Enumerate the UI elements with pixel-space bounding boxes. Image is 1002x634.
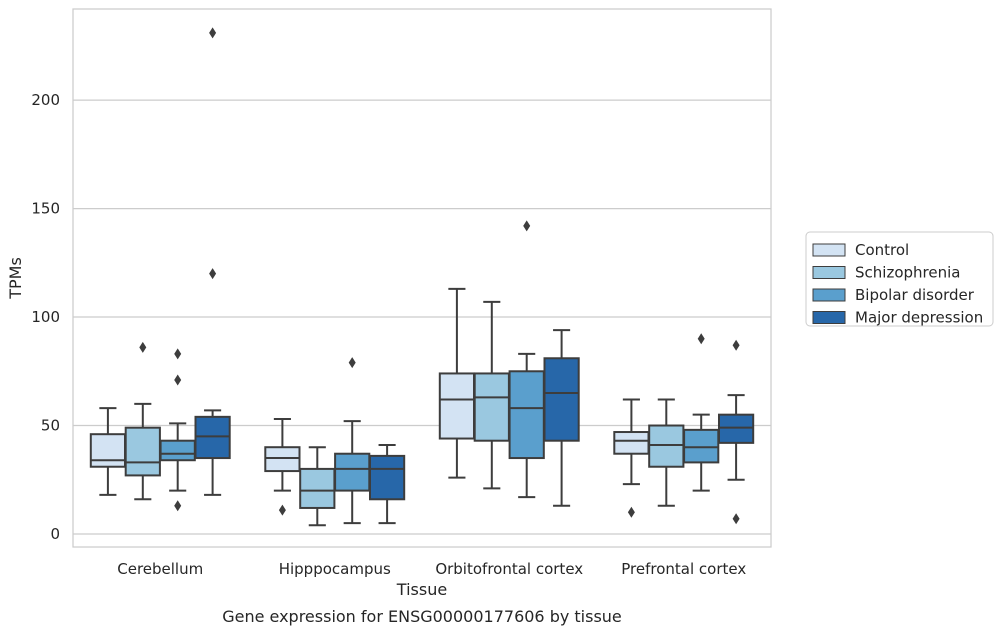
outlier-point [732, 339, 740, 351]
box-control [264, 418, 301, 516]
box-iqr [159, 439, 196, 462]
box-control [438, 287, 476, 479]
box-schizophrenia [473, 300, 510, 490]
y-tick-labels: 0 50 100 150 200 [31, 91, 60, 543]
box-schizophrenia [648, 398, 685, 507]
outlier-point [278, 504, 286, 516]
x-tick-label: Prefrontal cortex [621, 560, 746, 578]
legend-swatch [812, 266, 846, 279]
box-iqr [543, 357, 580, 442]
box-iqr [473, 372, 510, 442]
box-iqr [89, 433, 127, 468]
y-tick-label: 200 [31, 91, 60, 109]
x-tick-labels: Cerebellum Hipppocampus Orbitofrontal cort… [117, 560, 746, 578]
y-tick-label: 50 [41, 417, 60, 435]
chart-caption: Gene expression for ENSG00000177606 by t… [222, 607, 622, 626]
legend-swatch [812, 288, 846, 302]
box-schizophrenia [124, 341, 161, 501]
box-iqr [368, 454, 406, 501]
outlier-point [209, 27, 217, 39]
box-control [89, 407, 127, 496]
outlier-point [732, 513, 740, 525]
box-major-depression [717, 339, 755, 525]
box-iqr [264, 446, 301, 473]
x-axis-label: Tissue [396, 580, 447, 599]
plot-frame [72, 8, 772, 548]
box-bipolar-disorder [508, 220, 545, 499]
legend: Control Schizophrenia Bipolar disorder Majo… [805, 231, 994, 327]
x-tick-label: Cerebellum [117, 560, 203, 578]
box-major-depression [543, 329, 580, 507]
box-iqr [613, 431, 650, 455]
box-iqr [717, 413, 755, 444]
legend-label: Control [855, 241, 909, 259]
y-tick-label: 0 [50, 525, 60, 543]
legend-label: Major depression [855, 309, 983, 327]
box-iqr [683, 428, 720, 464]
box-major-depression [194, 27, 231, 496]
box-iqr [334, 452, 371, 492]
x-tick-label: Orbitofrontal cortex [435, 560, 583, 578]
box-iqr [508, 370, 545, 460]
outlier-point [209, 268, 217, 280]
outlier-point [174, 348, 182, 360]
box-control [613, 398, 650, 518]
box-schizophrenia [299, 446, 336, 527]
box-iqr [299, 467, 336, 509]
legend-swatch [812, 243, 846, 257]
y-tick-label: 100 [31, 308, 60, 326]
outlier-point [348, 357, 356, 369]
box-bipolar-disorder [334, 357, 371, 525]
y-tick-label: 150 [31, 200, 60, 218]
box-plot-series [89, 27, 755, 527]
legend-frame [805, 231, 994, 327]
box-iqr [438, 372, 476, 440]
box-iqr [194, 415, 231, 460]
outlier-point [697, 333, 705, 345]
outlier-point [174, 500, 182, 512]
x-tick-label: Hipppocampus [279, 560, 391, 578]
outlier-point [174, 374, 182, 386]
y-axis-label: TPMs [6, 257, 25, 300]
legend-swatch [812, 311, 846, 324]
outlier-point [139, 341, 147, 353]
box-bipolar-disorder [683, 333, 720, 492]
box-iqr [124, 426, 161, 477]
box-bipolar-disorder [159, 348, 196, 512]
box-major-depression [368, 444, 406, 525]
legend-label: Bipolar disorder [855, 286, 975, 304]
box-iqr [648, 424, 685, 468]
outlier-point [523, 220, 531, 232]
legend-label: Schizophrenia [855, 264, 960, 282]
outlier-point [627, 506, 635, 518]
